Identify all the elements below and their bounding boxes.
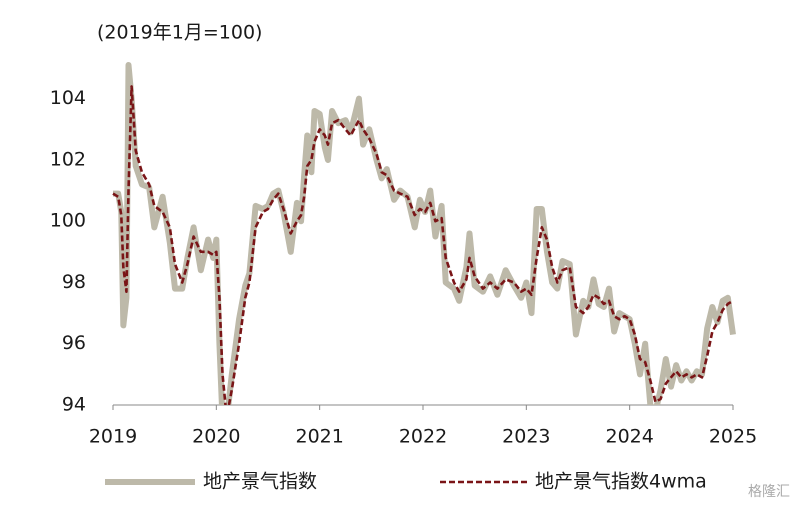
x-tick-label: 2020: [192, 426, 240, 448]
y-tick-label: 104: [50, 87, 86, 109]
y-tick-label: 96: [62, 332, 86, 354]
legend-label: 地产景气指数4wma: [535, 471, 707, 493]
chart-subtitle: (2019年1月=100): [97, 22, 262, 44]
x-tick-label: 2021: [295, 426, 343, 448]
y-tick-label: 94: [62, 394, 86, 416]
legend-label: 地产景气指数: [203, 471, 317, 493]
y-tick-label: 100: [50, 210, 86, 232]
plot-area: [112, 62, 736, 405]
y-tick-label: 98: [62, 271, 86, 293]
x-tick-label: 2022: [399, 426, 447, 448]
series-line: [112, 85, 734, 405]
x-tick-label: 2023: [502, 426, 550, 448]
watermark: 格隆汇: [748, 484, 790, 500]
x-tick-label: 2025: [709, 426, 757, 448]
series-line: [113, 62, 736, 405]
x-tick-label: 2024: [605, 426, 653, 448]
x-tick-label: 2019: [89, 426, 137, 448]
y-tick-label: 102: [50, 148, 86, 170]
